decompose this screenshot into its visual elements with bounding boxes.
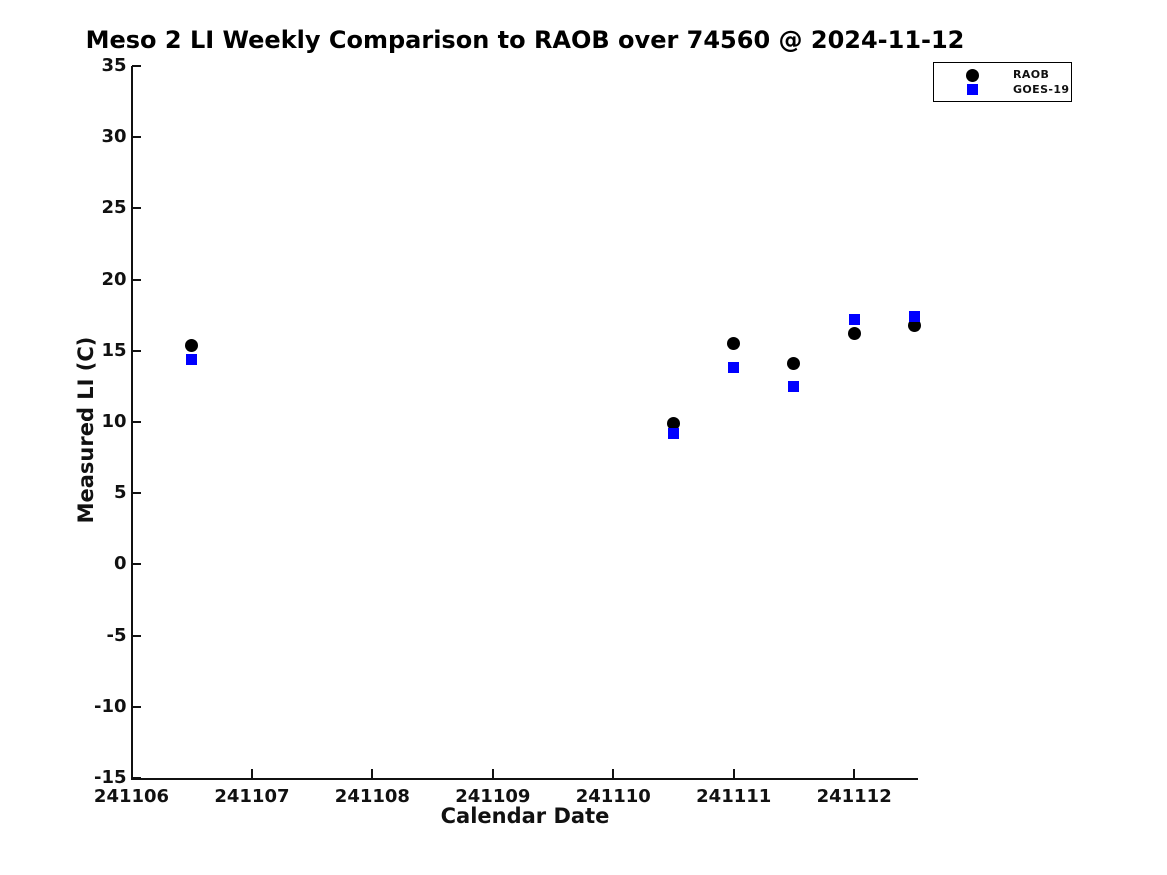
y-tick-label: 35: [101, 55, 127, 76]
data-point-goes-19: [667, 427, 679, 439]
data-point-raob: [727, 337, 741, 351]
y-tick: [131, 207, 141, 210]
x-axis-line: [130, 778, 918, 780]
y-tick-label: -15: [93, 767, 127, 788]
data-point-goes-19: [728, 362, 740, 374]
x-tick: [732, 769, 735, 778]
y-tick: [131, 349, 141, 352]
x-axis-label: Calendar Date: [440, 804, 610, 828]
legend-label-raob: RAOB: [1013, 68, 1050, 81]
y-tick: [131, 563, 141, 566]
y-tick-label: 25: [101, 197, 127, 219]
data-point-raob: [185, 338, 199, 352]
y-tick: [131, 421, 141, 423]
y-tick-label: 30: [101, 126, 127, 148]
goes-19-square-icon: [966, 84, 978, 95]
y-tick-label: -10: [93, 695, 127, 717]
x-tick-label: 241111: [696, 786, 772, 807]
x-tick: [853, 769, 856, 778]
data-point-goes-19: [788, 380, 800, 392]
y-tick: [131, 705, 141, 708]
x-tick-label: 241106: [93, 786, 170, 807]
y-tick: [131, 492, 141, 495]
data-point-goes-19: [186, 353, 198, 365]
x-tick: [371, 769, 374, 778]
x-tick: [612, 769, 615, 778]
y-tick-label: -5: [106, 624, 127, 646]
y-tick-label: 10: [101, 411, 127, 432]
legend-label-goes-19: GOES-19: [1013, 82, 1070, 96]
data-point-goes-19: [848, 313, 860, 325]
x-tick: [250, 769, 253, 778]
x-tick-label: 241109: [455, 786, 531, 807]
y-tick: [131, 634, 141, 637]
x-tick-label: 241108: [334, 786, 410, 807]
y-tick-label: 5: [113, 482, 127, 504]
y-tick: [131, 65, 141, 67]
data-point-goes-19: [908, 311, 920, 323]
y-tick-label: 0: [113, 553, 127, 575]
y-axis-line: [130, 66, 133, 780]
x-tick-label: 241112: [816, 786, 892, 807]
data-point-raob: [666, 416, 680, 430]
y-tick: [131, 136, 141, 139]
data-point-raob: [787, 357, 801, 371]
legend: RAOB GOES-19: [933, 62, 1072, 102]
x-tick-label: 241110: [575, 786, 651, 807]
x-tick: [491, 769, 494, 778]
y-tick: [131, 278, 141, 281]
chart-title: Meso 2 LI Weekly Comparison to RAOB over…: [85, 26, 965, 54]
x-tick-label: 241107: [214, 786, 290, 807]
x-tick: [130, 769, 133, 778]
raob-circle-icon: [965, 69, 979, 82]
y-tick-label: 20: [101, 268, 127, 290]
data-point-raob: [847, 327, 861, 341]
y-tick: [131, 777, 141, 779]
y-tick-label: 15: [101, 339, 127, 361]
